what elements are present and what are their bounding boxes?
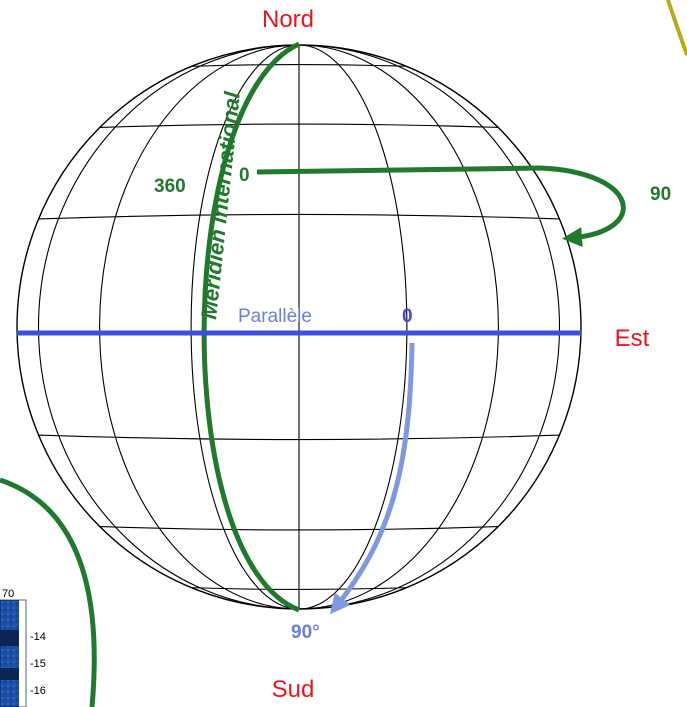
meridian-line [37, 45, 561, 609]
north-label: Nord [262, 6, 314, 33]
parallel-line [187, 64, 411, 68]
legend-band [0, 668, 19, 680]
legend-value: -15 [30, 658, 46, 670]
longitude-arrow [256, 165, 626, 248]
international-meridian [201, 41, 301, 613]
parallel-line [187, 586, 411, 590]
legend-swatch [0, 600, 19, 707]
parallel-line [34, 434, 564, 441]
parallel-line [95, 123, 503, 129]
longitude-zero-label: 0 [239, 165, 250, 186]
globe-grid [34, 45, 564, 609]
latitude-90-label: 90° [291, 622, 320, 643]
south-label: Sud [272, 676, 315, 703]
legend-value: -16 [30, 685, 46, 697]
legend-value: -14 [30, 631, 46, 643]
legend-band [0, 630, 19, 646]
latitude-zero-label: 0 [402, 306, 413, 327]
longitude-90-label: 90 [650, 184, 671, 205]
yellow-curve-fragment [666, 0, 687, 56]
parallel-label: Parallèle [238, 306, 312, 327]
longitude-360-label: 360 [154, 176, 186, 197]
east-label: Est [615, 325, 650, 352]
parallel-line [34, 213, 564, 220]
parallel-line [95, 525, 503, 531]
green-curve-fragment [0, 477, 97, 707]
legend-top-value: 70 [2, 588, 14, 600]
latitude-arrow [329, 342, 415, 615]
meridian-line [99, 45, 499, 609]
legend-fragment: 70 -14 -15 -16 [0, 588, 46, 707]
meridian-line [190, 45, 408, 609]
